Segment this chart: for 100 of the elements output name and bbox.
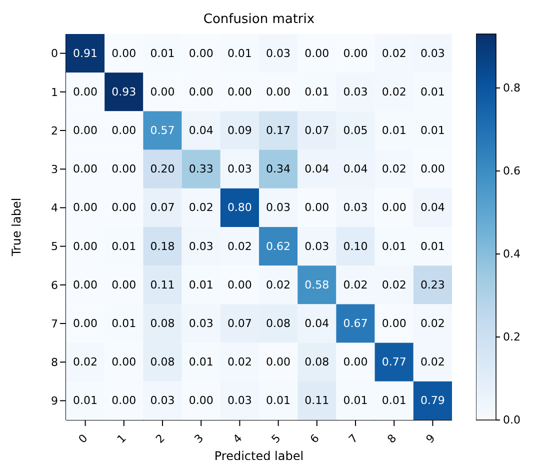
data-label: 0.62 [266,240,291,253]
data-label: 0.01 [382,394,406,408]
data-label: 0.00 [112,162,136,176]
data-label: 0.03 [420,46,445,60]
data-label: 0.00 [112,356,136,369]
data-label: 0.00 [73,124,98,137]
x-axis-title: Predicted label [214,449,304,463]
data-label: 0.01 [112,240,136,253]
data-label: 0.20 [150,162,175,176]
x-tick-label: 7 [346,432,360,446]
data-label: 0.00 [112,201,136,214]
x-tick-label: 3 [192,432,206,446]
data-label: 0.02 [188,201,214,214]
data-label: 0.08 [304,356,330,369]
data-label: 0.00 [188,46,214,60]
data-label: 0.08 [150,356,175,369]
data-label: 0.08 [150,317,175,330]
data-label: 0.67 [343,317,368,330]
data-label: 0.01 [304,85,330,98]
data-label: 0.00 [73,317,98,330]
color-bar-label: 0.0 [503,414,520,426]
x-tick-label: 1 [114,432,129,446]
data-label: 0.02 [266,278,291,292]
y-tick-label: 1 [51,86,58,99]
data-label: 0.00 [227,278,252,292]
data-label: 0.10 [343,240,368,253]
data-label: 0.57 [150,124,175,137]
data-label: 0.02 [382,162,406,176]
x-tick-label: 0 [76,432,90,446]
y-tick-label: 8 [51,356,58,370]
data-label: 0.05 [343,124,368,137]
x-tick-label: 8 [384,432,400,446]
data-label: 0.00 [227,85,252,98]
data-label: 0.93 [112,85,136,98]
data-label: 0.03 [343,201,368,214]
data-label: 0.02 [73,356,98,369]
y-tick-label: 5 [51,240,58,254]
data-label: 0.07 [150,201,175,214]
data-label: 0.04 [304,162,330,176]
data-label: 0.01 [227,46,252,60]
data-label: 0.00 [150,85,175,98]
x-tick-label: 2 [153,432,168,446]
data-label: 0.00 [73,278,98,292]
data-label: 0.79 [420,394,445,408]
data-label: 0.00 [266,356,291,369]
data-label: 0.11 [150,278,175,292]
data-label: 0.00 [112,394,136,408]
data-label: 0.01 [420,240,445,253]
data-label: 0.03 [227,394,252,408]
data-label: 0.00 [304,46,330,60]
data-label: 0.00 [73,201,98,214]
y-tick-label: 9 [51,394,58,408]
data-label: 0.00 [188,85,214,98]
data-label: 0.17 [266,124,291,137]
y-axis-title: True label [9,198,24,258]
data-label: 0.18 [150,240,175,253]
data-label: 0.80 [227,201,252,214]
data-label: 0.04 [343,162,368,176]
data-label: 0.00 [112,124,136,137]
data-label: 0.00 [112,46,136,60]
data-label: 0.00 [112,278,136,292]
y-tick-label: 3 [51,163,58,176]
data-label: 0.33 [188,162,214,176]
data-label: 0.91 [73,46,98,60]
data-label: 0.09 [227,124,252,137]
data-label: 0.01 [420,85,445,98]
data-label: 0.01 [266,394,291,408]
data-label: 0.03 [188,317,214,330]
data-label: 0.00 [382,317,406,330]
data-label: 0.07 [227,317,252,330]
data-label: 0.01 [343,394,368,408]
data-label: 0.02 [420,356,445,369]
color-bar-label: 0.8 [503,81,520,94]
data-label: 0.01 [420,124,445,137]
color-bar-label: 0.6 [503,164,520,178]
data-label: 0.00 [73,240,98,253]
data-label: 0.00 [266,85,291,98]
data-label: 0.01 [112,317,136,330]
data-label: 0.01 [188,356,214,369]
data-label: 0.58 [304,278,330,292]
color-bar-label: 0.2 [503,330,520,344]
x-tick-label: 9 [424,432,438,446]
data-label: 0.03 [150,394,175,408]
data-label: 0.08 [266,317,291,330]
data-label: 0.00 [73,162,98,176]
data-label: 0.01 [382,240,406,253]
data-label: 0.01 [73,394,98,408]
data-label: 0.02 [227,240,252,253]
data-label: 0.03 [188,240,214,253]
data-label: 0.07 [304,124,330,137]
data-label: 0.00 [343,46,368,60]
data-label: 0.04 [304,317,330,330]
data-label: 0.03 [266,201,291,214]
chart-title: Confusion matrix [202,12,316,27]
data-label: 0.04 [188,124,214,137]
data-label: 0.01 [188,278,214,292]
data-label: 0.34 [266,162,291,176]
y-tick-label: 6 [51,278,58,292]
data-label: 0.01 [150,46,175,60]
data-label: 0.02 [382,278,406,292]
